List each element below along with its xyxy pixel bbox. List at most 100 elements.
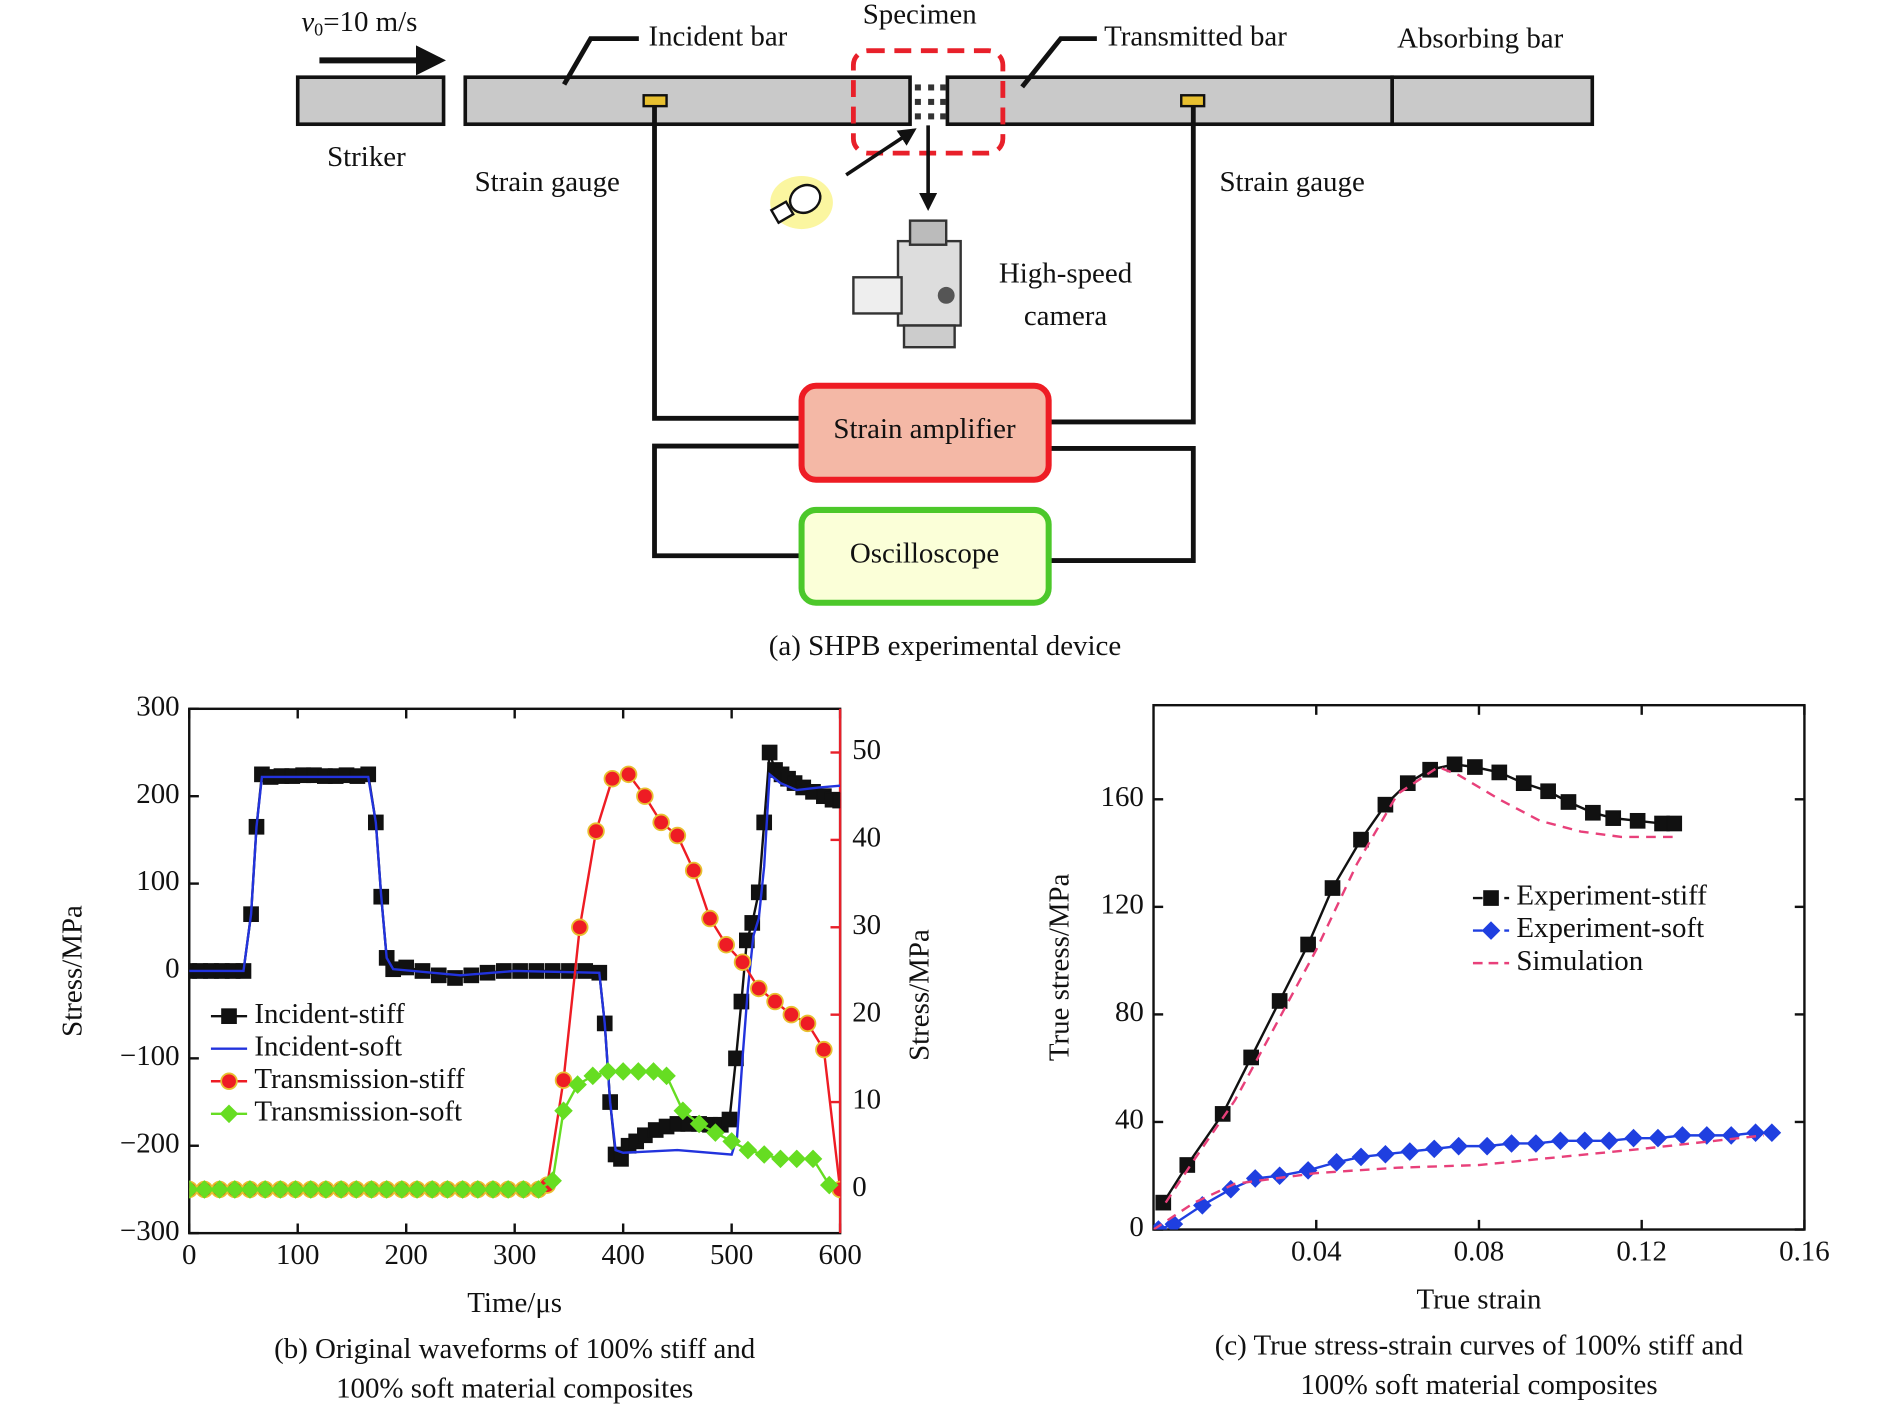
marker <box>316 1180 336 1199</box>
marker <box>468 1180 488 1199</box>
marker <box>619 765 638 784</box>
y-axis-label: True stress/MPa <box>1044 873 1076 1061</box>
marker <box>554 1071 573 1089</box>
y-tick-label: 40 <box>1115 1104 1144 1136</box>
marker <box>819 1175 839 1195</box>
legend-label: Incident-soft <box>254 1030 402 1062</box>
marker <box>1599 1131 1619 1151</box>
marker <box>225 1180 245 1199</box>
marker <box>771 1149 790 1169</box>
marker <box>362 1180 381 1199</box>
marker <box>447 970 463 986</box>
y-tick-label: 300 <box>136 690 179 722</box>
y2-tick-label: 10 <box>852 1084 881 1116</box>
legend-label: Transmission-soft <box>254 1095 462 1127</box>
x-tick-label: 0.08 <box>1454 1235 1505 1267</box>
chart-caption: 100% soft material composites <box>1300 1369 1657 1401</box>
y2-tick-label: 50 <box>852 734 881 766</box>
marker <box>750 884 767 901</box>
marker <box>195 1180 214 1199</box>
y-tick-label: −300 <box>120 1215 180 1247</box>
marker <box>1327 1153 1346 1172</box>
x-tick-label: 200 <box>385 1239 428 1271</box>
marker <box>598 1062 618 1081</box>
x-tick-label: 500 <box>710 1239 753 1271</box>
y2-tick-label: 40 <box>852 822 881 854</box>
transmitted-bar <box>945 75 1394 127</box>
marker <box>1629 812 1646 829</box>
y-tick-label: 200 <box>136 778 179 810</box>
marker <box>347 1180 366 1199</box>
legend-label: Experiment-soft <box>1516 912 1704 944</box>
marker <box>1424 1139 1444 1159</box>
marker <box>754 1145 774 1164</box>
x-tick-label: 400 <box>601 1239 644 1271</box>
velocity-subscript: 0 <box>314 20 323 40</box>
strain-gauge-label: Strain gauge <box>1219 166 1364 198</box>
marker <box>1483 890 1499 906</box>
marker <box>498 1180 518 1199</box>
series-line <box>1153 765 1764 1230</box>
marker <box>756 814 773 831</box>
signal-wire <box>1048 106 1196 425</box>
plot-frame <box>1152 703 1806 1231</box>
marker <box>407 1180 427 1199</box>
marker <box>733 953 752 971</box>
marker <box>583 1066 603 1086</box>
marker <box>652 813 670 832</box>
marker <box>689 1114 709 1134</box>
marker <box>240 1180 260 1199</box>
chart: 0 100 200 300 400 500 600−300−200−100010020030… <box>56 690 935 1404</box>
marker <box>1502 1134 1521 1153</box>
camera-label: camera <box>1024 300 1108 332</box>
y-tick-label: −100 <box>120 1040 180 1072</box>
marker <box>684 861 703 880</box>
marker <box>1746 1123 1765 1143</box>
legend-label: Experiment-stiff <box>1516 880 1707 912</box>
marker <box>1697 1126 1717 1145</box>
strain-gauge <box>642 94 668 108</box>
y2-axis-label: Stress/MPa <box>904 929 936 1061</box>
absorbing-bar <box>1390 75 1595 127</box>
marker <box>255 1180 275 1199</box>
marker <box>1721 1126 1741 1145</box>
marker <box>1540 783 1556 800</box>
marker <box>1449 1136 1468 1156</box>
marker <box>761 744 778 761</box>
plot-area <box>1153 756 1782 1230</box>
y-tick-label: −200 <box>120 1127 180 1159</box>
marker <box>1666 815 1683 832</box>
shpb-diagram: v0=10 m/s Incident bar Specimen Transmit… <box>295 0 1595 662</box>
velocity-symbol: v <box>301 6 314 38</box>
series-line <box>1162 763 1675 1204</box>
y2-tick-label: 30 <box>852 909 881 941</box>
y-tick-label: 80 <box>1115 996 1144 1028</box>
marker <box>673 1101 693 1121</box>
incident-bar <box>463 75 912 127</box>
x-tick-label: 600 <box>818 1239 861 1271</box>
marker <box>798 1014 817 1033</box>
marker <box>1376 1144 1395 1164</box>
legend: Experiment-stiffExperiment-softSimulatio… <box>1472 880 1707 977</box>
striker-label: Striker <box>327 141 406 173</box>
chart-caption: (c) True stress-strain curves of 100% st… <box>1215 1329 1744 1361</box>
marker <box>832 792 841 809</box>
chart-caption: 100% soft material composites <box>336 1373 693 1405</box>
marker <box>1400 1142 1420 1161</box>
marker <box>733 993 750 1010</box>
marker <box>1467 759 1483 775</box>
chart: 0.04 0.08 0.12 0.16 0 40 80 120 160 True strain Tr… <box>1044 703 1830 1401</box>
marker <box>377 1180 396 1199</box>
marker <box>1324 880 1341 896</box>
marker <box>438 1180 457 1199</box>
marker <box>220 1072 238 1091</box>
marker <box>722 1132 741 1151</box>
plot-area <box>189 744 841 1199</box>
marker <box>1648 1128 1668 1148</box>
marker <box>301 1180 321 1199</box>
marker <box>706 1123 725 1142</box>
marker <box>1298 1161 1318 1180</box>
leader-line <box>1020 36 1097 89</box>
camera-label: High-speed <box>999 258 1133 290</box>
